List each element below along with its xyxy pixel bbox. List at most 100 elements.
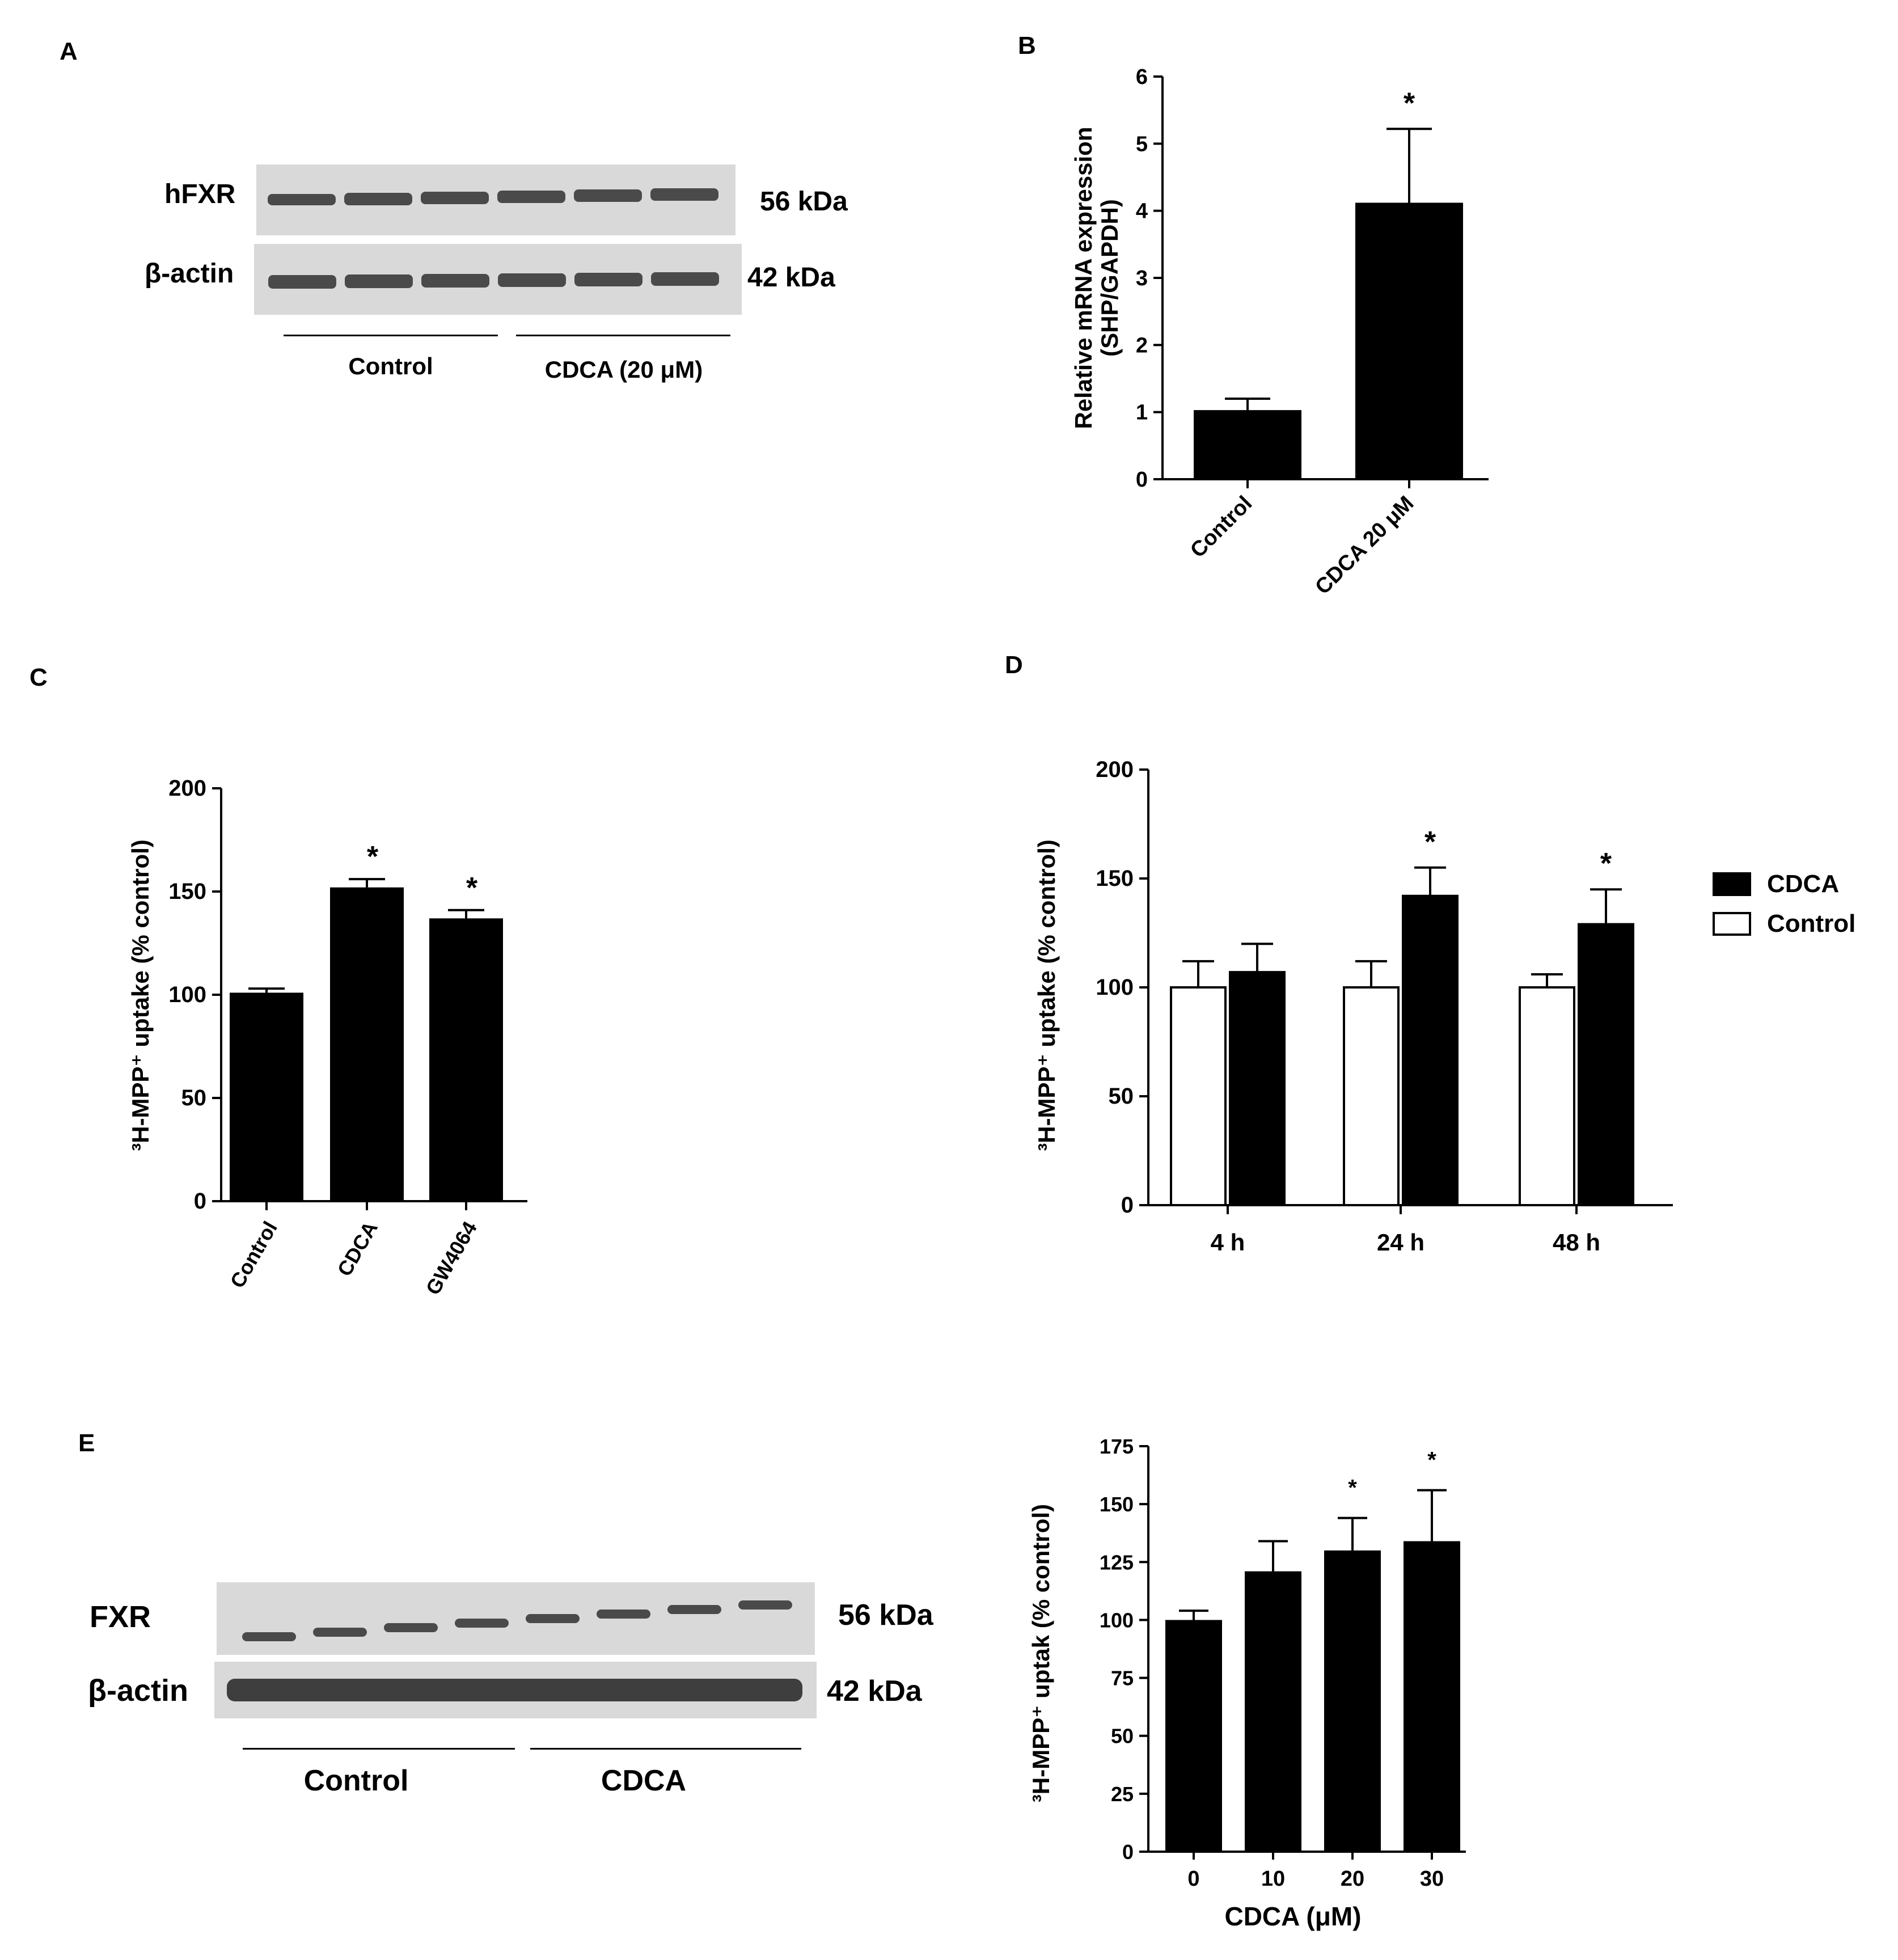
blot-band (384, 1623, 438, 1632)
D-x-tick-label: 24 h (1377, 1229, 1424, 1256)
panel-letter-d: D (1005, 651, 1023, 679)
C-x-tick-label: GW4064 (421, 1218, 481, 1299)
C-bar (330, 887, 404, 1201)
E-y-axis-label: ³H-MPP⁺ uptak (% control) (1028, 1504, 1054, 1802)
B-y-tick-label: 1 (1136, 401, 1148, 425)
blot-a-group-line-cdca (516, 335, 730, 336)
D-bar-control (1519, 986, 1575, 1206)
E-y-tick-label: 25 (1111, 1782, 1134, 1806)
C-y-tick-label: 150 (168, 879, 206, 904)
blot-band (227, 1679, 802, 1701)
C-y-tick-label: 200 (168, 776, 206, 801)
blot-a-label-fxr: hFXR (164, 179, 236, 209)
blot-e-label-actin: β-actin (88, 1674, 188, 1708)
D-bar-control (1343, 986, 1400, 1206)
B-y-tick-label: 3 (1136, 267, 1148, 290)
blot-band (574, 273, 642, 286)
blot-band (667, 1605, 721, 1614)
E-y-tick-label: 125 (1100, 1551, 1134, 1574)
blot-band (268, 194, 336, 205)
C-significance-star: * (466, 872, 478, 905)
B-bar (1194, 410, 1301, 479)
blot-a-label-actin: β-actin (145, 259, 234, 289)
blot-band (421, 274, 489, 288)
B-y-axis-label: Relative mRNA expression(SHP/GAPDH) (1070, 127, 1123, 429)
D-legend-label: CDCA (1767, 870, 1839, 898)
blot-a-strip-fxr (256, 164, 735, 235)
E-bar (1404, 1541, 1460, 1852)
B-y-axis-label-line: Relative mRNA expression (1070, 127, 1097, 429)
D-bar-control (1170, 986, 1227, 1206)
blot-e-group-line-control (243, 1748, 515, 1750)
blot-band (344, 193, 412, 205)
E-y-tick-label: 50 (1111, 1725, 1134, 1748)
blot-e-group-line-cdca (530, 1748, 801, 1750)
blot-band (268, 275, 336, 289)
D-y-tick-label: 0 (1121, 1193, 1134, 1218)
D-y-axis-label: ³H-MPP⁺ uptake (% control) (1033, 839, 1060, 1151)
blot-e-label-fxr: FXR (90, 1600, 151, 1634)
D-legend-swatch (1713, 872, 1751, 896)
B-y-tick-label: 4 (1136, 200, 1148, 223)
E-bar (1324, 1550, 1381, 1852)
B-y-axis-label-line: (SHP/GAPDH) (1096, 199, 1123, 357)
blot-e-strip-actin (214, 1662, 817, 1718)
blot-band (497, 191, 565, 203)
blot-e-kda-actin: 42 kDa (827, 1675, 922, 1708)
E-y-tick-label: 75 (1111, 1667, 1134, 1690)
D-bar-cdca (1229, 971, 1286, 1206)
D-significance-star: * (1424, 826, 1436, 859)
E-x-tick-label: 0 (1187, 1867, 1199, 1891)
B-x-tick-label: CDCA 20 μM (1311, 492, 1418, 599)
D-y-tick-label: 200 (1096, 757, 1134, 782)
E-y-tick-label: 100 (1100, 1608, 1134, 1632)
blot-band (313, 1628, 367, 1637)
blot-e-strip-fxr (217, 1582, 815, 1655)
blot-a-group-label-control: Control (348, 353, 433, 379)
D-y-tick-label: 50 (1109, 1084, 1134, 1109)
blot-band (345, 274, 413, 288)
E-significance-star: * (1427, 1448, 1436, 1473)
C-significance-star: * (367, 840, 379, 873)
blot-band (421, 192, 489, 204)
B-y-tick-label: 0 (1136, 468, 1148, 492)
B-x-tick-label: Control (1186, 492, 1257, 563)
B-y-tick-label: 5 (1136, 132, 1148, 156)
panel-letter-c: C (29, 664, 48, 691)
E-bar (1165, 1620, 1222, 1852)
blot-e-kda-fxr: 56 kDa (838, 1599, 933, 1632)
D-bar-cdca (1402, 894, 1459, 1206)
blot-band (455, 1619, 509, 1628)
blot-band (650, 188, 718, 201)
blot-band (597, 1610, 650, 1619)
E-x-tick-label: 10 (1261, 1867, 1285, 1891)
E-x-axis-label: CDCA (μM) (1224, 1902, 1361, 1931)
blot-band (651, 272, 719, 286)
blot-a-group-label-cdca: CDCA (20 μM) (544, 356, 703, 383)
D-bar-cdca (1578, 923, 1634, 1206)
D-y-tick-label: 100 (1096, 975, 1134, 1000)
E-bar (1245, 1571, 1301, 1852)
blot-band (242, 1632, 296, 1641)
E-significance-star: * (1348, 1476, 1357, 1501)
E-y-tick-label: 0 (1122, 1840, 1134, 1864)
D-significance-star: * (1600, 847, 1612, 880)
C-bar (230, 992, 303, 1201)
E-x-tick-label: 20 (1341, 1867, 1364, 1891)
panel-letter-a: A (60, 37, 78, 65)
B-y-tick-label: 2 (1136, 333, 1148, 357)
blot-e-group-label-cdca: CDCA (601, 1764, 687, 1797)
D-legend-label: Control (1767, 910, 1855, 937)
C-y-tick-label: 100 (168, 982, 206, 1007)
blot-band (574, 189, 642, 202)
E-y-tick-label: 175 (1100, 1435, 1134, 1458)
D-legend-swatch (1713, 912, 1751, 936)
D-x-tick-label: 48 h (1553, 1229, 1600, 1256)
D-x-tick-label: 4 h (1211, 1229, 1245, 1256)
B-y-tick-label: 6 (1136, 65, 1148, 89)
C-y-axis-label: ³H-MPP⁺ uptake (% control) (127, 839, 154, 1151)
panel-letter-e: E (78, 1429, 95, 1457)
E-x-tick-label: 30 (1420, 1867, 1444, 1891)
C-x-tick-label: CDCA (332, 1218, 382, 1281)
